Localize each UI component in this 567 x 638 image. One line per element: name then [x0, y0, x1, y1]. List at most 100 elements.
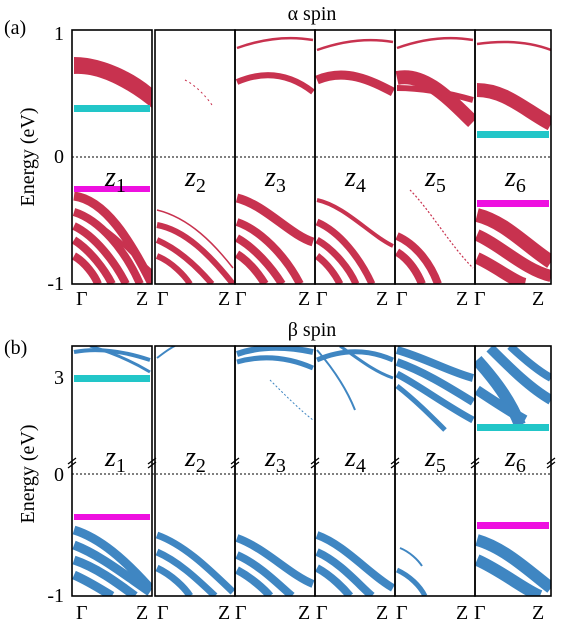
panel-a-k-gamma-1: Γ [76, 288, 88, 310]
panel-b-z3-label: z3 [264, 442, 286, 477]
panel-b-z4-valence-band [315, 531, 395, 592]
panel-a-z4 [315, 38, 395, 284]
panel-b-k-gamma-4: Γ [316, 602, 328, 624]
panel-a-z3-valence-band [235, 193, 315, 247]
panel-a-z2 [155, 79, 235, 284]
panel-a-z4-valence-band [315, 236, 360, 284]
panel-b-z6 [475, 346, 551, 596]
panel-a-z5-conduction-band [396, 36, 474, 50]
panel-a-z3-bands [235, 36, 315, 284]
panel-a-z2-valence-band [156, 209, 234, 269]
panel-b-z2-valence-band [155, 548, 218, 596]
panel-b-k-gamma-5: Γ [396, 602, 408, 624]
panel-b-z2-label: z2 [184, 442, 206, 477]
panel-b-ytick-3: 3 [54, 367, 64, 389]
panel-b-k-z-1: Z [136, 602, 148, 624]
panel-a-z6-label: z6 [504, 162, 526, 197]
panel-b-z5-conduction-band [395, 370, 475, 424]
panel-a-z3-valence-band [235, 234, 286, 284]
panel-a-z1-label: z1 [104, 162, 126, 197]
panel-b-z1-frame [71, 345, 153, 597]
panel-a-z6-conduction-band [476, 83, 551, 131]
panel-a-z4-valence-band [315, 218, 376, 284]
panel-b-z1-valence-band [72, 540, 152, 596]
panel-a-z6-magenta-level [477, 200, 549, 207]
panel-b-z6-label: z6 [504, 442, 526, 477]
panel-a-k-z-5: Z [456, 288, 468, 310]
panel-b-z3-conduction-band [236, 346, 314, 357]
panel-a-z3-valence-band [235, 218, 304, 284]
panel-b-z6-valence-band [475, 534, 551, 593]
panel-b-z2-valence-band [155, 564, 193, 596]
panel-b-z5-valence-band [399, 547, 423, 567]
panel-a-z2-label: z2 [184, 162, 206, 197]
panel-b-z6-bands [475, 346, 551, 596]
panel-a-ylabel: Energy (eV) [17, 107, 39, 206]
panel-b-z3-valence-band [235, 566, 274, 596]
panel-a-z3-label: z3 [264, 162, 286, 197]
panel-a-z4-valence-band [316, 198, 394, 248]
panel-b-z4-valence-band [315, 548, 375, 596]
panel-a-z3-conduction-band [236, 36, 314, 50]
panel-a-z2-conduction-band [184, 79, 213, 106]
panel-b-title: β spin [288, 319, 337, 341]
panel-a-z4-conduction-band [315, 70, 395, 96]
panel-b-z4 [315, 346, 395, 596]
panel-b-z1-magenta-level [74, 514, 150, 520]
panel-a-z6-cyan-level [477, 131, 549, 138]
panel-b-z2-conduction-band [156, 346, 176, 359]
panel-b-z6-magenta-level [477, 522, 549, 529]
panel-b-z1-label: z1 [104, 442, 126, 477]
panel-b-z1 [72, 346, 152, 596]
panel-a-k-gamma-2: Γ [157, 288, 169, 310]
panel-b-ytick-0: 0 [54, 464, 64, 486]
panel-a-z5-valence-band [395, 248, 426, 284]
panel-a-ytick-0: 0 [54, 146, 64, 168]
panel-a-z5-valence-band [409, 189, 474, 269]
panel-a-z3-valence-band [235, 250, 269, 284]
panel-b-ytick-neg1: -1 [47, 585, 64, 607]
panel-b-axis-breaks [67, 457, 556, 469]
panel-b-tag: (b) [4, 337, 27, 359]
panel-a-z1-cyan-level [74, 105, 150, 112]
panel-b-z4-label: z4 [344, 442, 366, 477]
panel-a-k-labels: Γ Z Γ Z Γ Z Γ Z Γ Z Γ Z [76, 288, 544, 310]
panel-b-z1-bands [72, 346, 152, 596]
panel-b-k-labels: Γ Z Γ Z Γ Z Γ Z Γ Z Γ Z [76, 602, 544, 624]
panel-a-z1-valence-band [72, 252, 102, 284]
panel-b-z5-conduction-band [395, 358, 475, 406]
panel-b-z5-conduction-band [395, 346, 475, 382]
panel-b-z1-conduction-band [89, 346, 151, 374]
panel-a-k-z-3: Z [298, 288, 310, 310]
panel-a-z2-bands [155, 79, 235, 284]
panel-b-z1-valence-band [72, 525, 152, 591]
panel-b-z3-conduction-band [236, 355, 314, 371]
panel-b-z1-valence-band [72, 570, 115, 596]
panel-b-z5-bands [395, 346, 475, 596]
panel-a-z5 [395, 36, 475, 284]
panel-b-z2-valence-band [155, 531, 235, 595]
panel-b-k-z-5: Z [456, 602, 468, 624]
panel-a-z3-conduction-band [235, 72, 315, 95]
panel-a-z6-valence-band [475, 252, 527, 284]
panel-b-z3 [235, 346, 315, 596]
panel-b-k-z-4: Z [376, 602, 388, 624]
panel-a-z6 [475, 40, 551, 284]
panel-b-z3-valence-band [235, 551, 295, 596]
panel-b-z6-conduction-band [486, 346, 551, 405]
panel-b-k-gamma-1: Γ [76, 602, 88, 624]
panel-a-k-z-4: Z [376, 288, 388, 310]
panel-b-k-gamma-2: Γ [157, 602, 169, 624]
panel-a-z2-valence-band [155, 253, 193, 284]
panel-a-z1 [72, 57, 152, 284]
panel-a-z6-valence-band [475, 208, 551, 268]
panel-b-k-z-3: Z [298, 602, 310, 624]
panel-b-z4-conduction-band [316, 349, 356, 411]
panel-a-z5-label: z5 [424, 162, 446, 197]
panel-b-z5-valence-band [395, 567, 428, 596]
panel-a-z1-valence-band [89, 218, 152, 274]
panel-b-z3-valence-band [235, 534, 315, 588]
panel-a: (a) α spin Energy (eV) 1 0 -1 [4, 3, 552, 310]
panel-a-z4-valence-band [315, 253, 344, 284]
panel-b-z6-frame [474, 345, 552, 597]
